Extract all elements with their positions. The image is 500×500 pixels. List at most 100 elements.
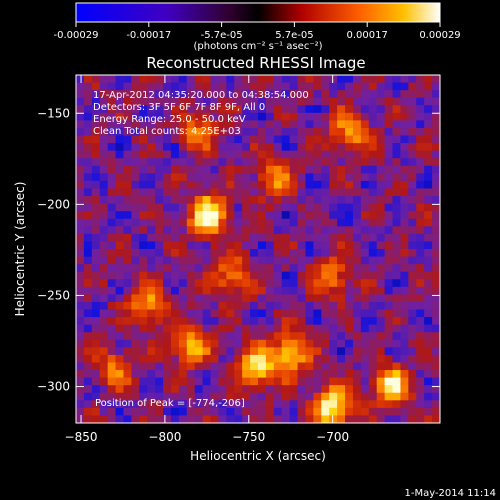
heatmap-cell [321,324,330,333]
heatmap-cell [163,188,172,197]
heatmap-cell [329,165,338,174]
heatmap-cell [432,241,441,250]
heatmap-cell [242,218,251,227]
heatmap-cell [297,127,306,136]
heatmap-cell [376,196,386,205]
heatmap-cell [155,271,164,280]
heatmap-cell [392,407,401,416]
heatmap-cell [194,339,204,348]
heatmap-cell [313,339,322,348]
heatmap-cell [289,392,298,401]
heatmap-cell [91,362,101,371]
heatmap-cell [400,158,409,167]
heatmap-cell [313,279,322,288]
heatmap-cell [289,294,298,303]
heatmap-cell [297,150,306,159]
heatmap-cell [218,354,227,363]
heatmap-cell [297,271,306,280]
heatmap-cell [392,180,401,189]
heatmap-cell [131,203,140,212]
heatmap-cell [424,286,433,295]
heatmap-cell [258,294,267,303]
heatmap-cell [131,120,140,129]
heatmap-cell [265,180,275,189]
heatmap-cell [147,203,156,212]
heatmap-cell [400,180,409,189]
heatmap-cell [194,256,204,265]
heatmap-cell [131,249,140,257]
heatmap-cell [337,309,346,318]
heatmap-cell [400,286,409,295]
heatmap-cell [352,324,362,333]
heatmap-cell [345,218,354,227]
heatmap-cell [337,120,346,129]
heatmap-cell [107,218,116,227]
heatmap-cell [424,150,433,159]
heatmap-cell [147,105,156,114]
heatmap-cell [123,309,132,318]
heatmap-cell [360,354,370,363]
heatmap-cell [76,127,85,136]
heatmap-cell [194,392,204,401]
heatmap-cell [202,112,211,121]
heatmap-cell [178,317,188,326]
heatmap-cell [360,173,370,182]
heatmap-cell [76,271,85,280]
heatmap-cell [408,279,417,288]
heatmap-cell [147,264,156,273]
heatmap-cell [234,377,243,386]
heatmap-cell [250,256,259,265]
heatmap-cell [321,158,330,167]
heatmap-cell [297,82,306,91]
heatmap-cell [218,203,227,212]
heatmap-cell [91,105,101,114]
heatmap-cell [99,203,109,212]
heatmap-cell [281,97,291,106]
heatmap-cell [155,203,164,212]
heatmap-cell [186,97,196,106]
heatmap-cell [250,105,259,114]
heatmap-cell [305,354,314,363]
annotations: 17-Apr-2012 04:35:20.000 to 04:38:54.000… [93,90,309,137]
heatmap-cell [321,370,330,379]
heatmap-cell [218,105,227,114]
heatmap-cell [345,233,354,242]
heatmap-cell [131,286,140,295]
heatmap-cell [424,127,433,136]
heatmap-cell [265,309,275,318]
heatmap-cell [265,165,275,174]
heatmap-cell [107,120,116,129]
heatmap-cell [392,150,401,159]
heatmap-cell [305,165,314,174]
heatmap-cell [83,218,93,227]
heatmap-cell [99,294,109,303]
heatmap-cell [289,415,298,424]
heatmap-cell [91,165,101,174]
heatmap-cell [392,377,401,386]
heatmap-cell [123,150,132,159]
heatmap-cell [210,256,219,265]
heatmap-cell [337,112,346,121]
heatmap-cell [163,309,172,318]
heatmap-cell [289,173,298,182]
heatmap-cell [416,271,425,280]
heatmap-cell [416,392,425,401]
heatmap-cell [313,286,322,295]
heatmap-cell [352,180,362,189]
heatmap-cell [91,211,101,220]
heatmap-cell [424,135,433,144]
heatmap-cell [155,377,164,386]
heatmap-cell [234,294,243,303]
heatmap-cell [368,324,378,333]
heatmap-cell [384,362,393,371]
heatmap-cell [194,407,204,416]
heatmap-cell [258,82,267,91]
heatmap-cell [186,196,196,205]
heatmap-cell [337,370,346,379]
heatmap-cell [210,173,219,182]
heatmap-cell [313,135,322,144]
heatmap-cell [123,233,132,242]
heatmap-cell [345,158,354,167]
heatmap-cell [392,135,401,144]
heatmap-cell [170,90,180,99]
